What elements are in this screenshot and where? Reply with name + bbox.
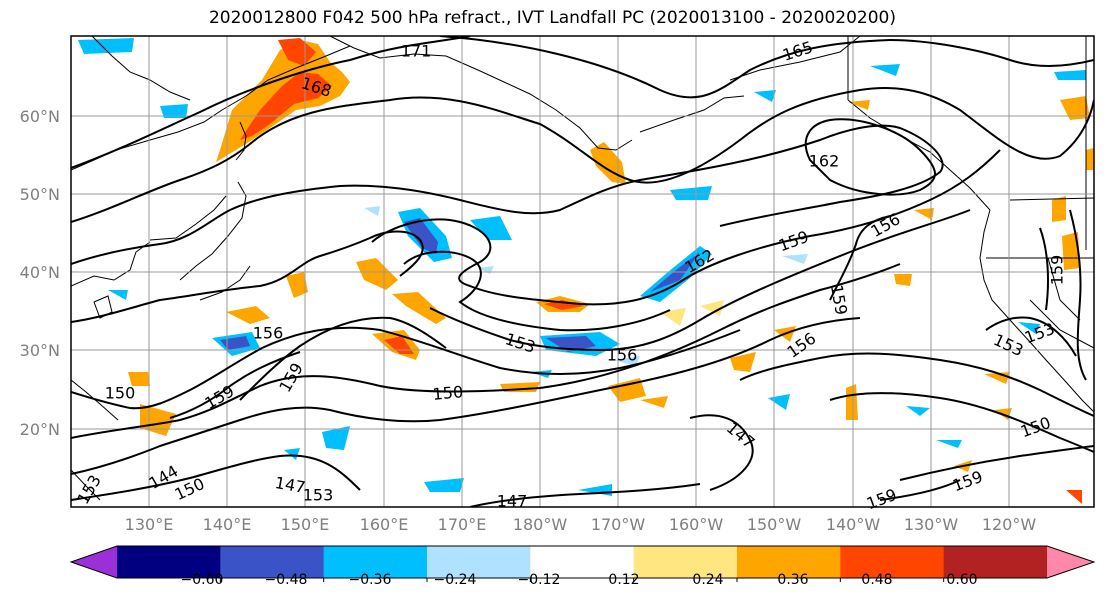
lon-label: 160°W bbox=[669, 515, 724, 534]
lon-label: 170°E bbox=[438, 515, 487, 534]
map-area bbox=[71, 36, 1094, 507]
contour-label: 159 bbox=[950, 467, 985, 495]
colorbar-segment bbox=[323, 546, 428, 578]
contour-label: 153 bbox=[303, 486, 334, 505]
colorbar bbox=[69, 545, 1096, 582]
contour-label: 147 bbox=[497, 492, 528, 511]
contour-label: 159 bbox=[776, 227, 811, 255]
colorbar-segment bbox=[427, 546, 531, 578]
lat-label: 40°N bbox=[20, 263, 60, 282]
colorbar-tick-label: −0.48 bbox=[265, 572, 308, 588]
contour-label: 159 bbox=[864, 485, 899, 513]
lat-label: 20°N bbox=[20, 420, 60, 439]
colorbar-extend-max bbox=[1047, 546, 1094, 578]
colorbar-tick-label: −0.36 bbox=[349, 572, 392, 588]
lon-label: 140°W bbox=[826, 515, 881, 534]
colorbar-tick-label: 0.60 bbox=[946, 572, 977, 588]
contour-label: 150 bbox=[432, 382, 464, 404]
colorbar-segment bbox=[943, 546, 1048, 578]
colorbar-segment bbox=[633, 546, 738, 578]
lon-label: 160°E bbox=[360, 515, 409, 534]
contour-label: 159 bbox=[827, 283, 851, 316]
colorbar-tick-label: 0.12 bbox=[608, 572, 639, 588]
contour-label: 171 bbox=[401, 42, 432, 61]
height-contours bbox=[71, 36, 1094, 507]
colorbar-extend-min bbox=[71, 546, 117, 578]
longitude-axis: 130°E 140°E 150°E 160°E 170°E 180°W 170°… bbox=[125, 515, 1037, 534]
contour-label: 165 bbox=[780, 37, 815, 65]
contour-label: 162 bbox=[809, 152, 840, 171]
coastlines bbox=[71, 36, 1094, 501]
colorbar-ticks: −0.60 −0.48 −0.36 −0.24 −0.12 0.12 0.24 … bbox=[181, 572, 978, 588]
contour-label: 156 bbox=[607, 346, 638, 365]
colorbar-segment bbox=[530, 546, 635, 578]
colorbar-outline bbox=[69, 545, 1096, 579]
colorbar-tick-label: −0.24 bbox=[434, 572, 477, 588]
contour-label: 153 bbox=[991, 330, 1027, 360]
contour-label: 159 bbox=[202, 381, 238, 413]
colorbar-segment bbox=[840, 546, 945, 578]
lat-label: 50°N bbox=[20, 185, 60, 204]
contour-label: 156 bbox=[253, 324, 284, 343]
colorbar-tick-label: −0.12 bbox=[518, 572, 561, 588]
colorbar-tick-label: 0.24 bbox=[692, 572, 723, 588]
colorbar-segment bbox=[737, 546, 841, 578]
lon-label: 120°W bbox=[982, 515, 1037, 534]
lon-label: 170°W bbox=[591, 515, 646, 534]
positive-shading bbox=[128, 38, 1094, 504]
lon-label: 130°E bbox=[125, 515, 174, 534]
colorbar-tick-label: 0.36 bbox=[777, 572, 808, 588]
map-title: 2020012800 F042 500 hPa refract., IVT La… bbox=[208, 8, 896, 28]
lon-label: 180°W bbox=[513, 515, 568, 534]
lat-label: 30°N bbox=[20, 341, 60, 360]
contour-label: 150 bbox=[1018, 413, 1053, 441]
lat-label: 60°N bbox=[20, 107, 60, 126]
map-frame bbox=[70, 35, 1095, 508]
contour-label: 150 bbox=[105, 384, 136, 403]
colorbar-tick-label: −0.60 bbox=[181, 572, 224, 588]
colorbar-tick-label: 0.48 bbox=[861, 572, 892, 588]
contour-label: 153 bbox=[503, 329, 538, 357]
graticule bbox=[71, 36, 1094, 507]
lon-label: 150°E bbox=[281, 515, 330, 534]
colorbar-segment bbox=[117, 546, 221, 578]
negative-shading bbox=[78, 38, 1086, 496]
lon-label: 150°W bbox=[747, 515, 802, 534]
latitude-axis: 60°N 50°N 40°N 30°N 20°N bbox=[20, 107, 60, 439]
colorbar-segment bbox=[220, 546, 325, 578]
lon-label: 130°W bbox=[904, 515, 959, 534]
contour-label: 159 bbox=[1048, 255, 1067, 286]
lon-label: 140°E bbox=[203, 515, 252, 534]
